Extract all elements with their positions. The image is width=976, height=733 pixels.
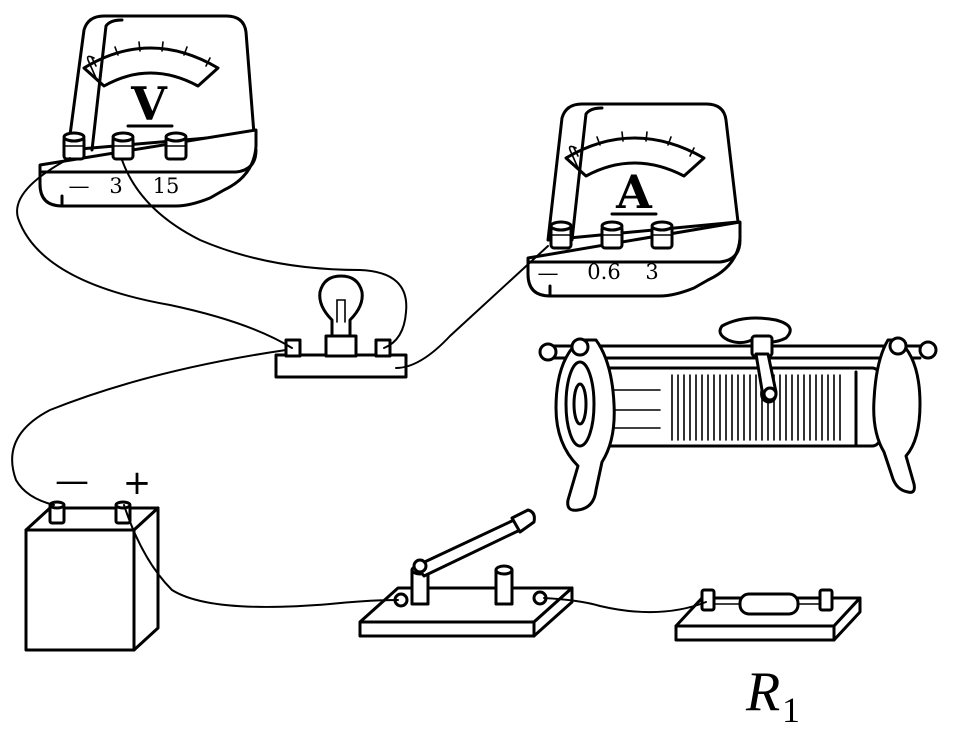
resistor-label: R 1	[745, 661, 800, 730]
battery-positive-sign: +	[123, 463, 152, 503]
voltmeter-dial	[82, 41, 220, 88]
wire-battery-to-switch	[123, 504, 399, 608]
battery: — +	[24, 461, 160, 652]
voltmeter-15v-label: 15	[153, 174, 180, 198]
voltmeter-terminal-15v[interactable]	[164, 131, 188, 161]
resistor-r1: R 1	[674, 588, 862, 730]
ammeter-terminal-negative[interactable]	[549, 220, 573, 250]
knife-switch	[358, 508, 574, 638]
voltmeter-terminal-3v[interactable]	[111, 131, 135, 161]
resistor-label-sub: 1	[782, 690, 800, 730]
ammeter-dial	[564, 131, 706, 178]
ammeter: A — 0.6 3	[526, 102, 742, 298]
bulb-holder	[274, 274, 408, 379]
resistor-terminal-right[interactable]	[818, 588, 834, 612]
rheostat	[538, 316, 938, 512]
resistor-label-main: R	[745, 661, 780, 723]
switch-blade[interactable]	[412, 508, 536, 578]
rheostat-terminal-left[interactable]	[538, 337, 590, 362]
resistor-body	[713, 592, 821, 616]
light-bulb	[318, 274, 364, 338]
voltmeter-3v-label: 3	[109, 174, 122, 198]
ammeter-terminal-0.6a[interactable]	[600, 220, 624, 250]
ammeter-0.6a-label: 0.6	[587, 260, 620, 284]
voltmeter-negative-label: —	[69, 174, 90, 198]
rheostat-left-frame	[554, 338, 616, 512]
wire-voltmeter-negative-to-bulb	[16, 157, 293, 349]
rheostat-slider[interactable]	[718, 316, 792, 404]
rheostat-coil	[671, 374, 841, 441]
wire-voltmeter-3v-to-bulb	[121, 159, 408, 349]
ammeter-terminal-3a[interactable]	[650, 220, 674, 250]
ammeter-needle	[568, 145, 579, 169]
ammeter-symbol: A	[615, 165, 653, 219]
rheostat-terminal-right[interactable]	[888, 336, 938, 360]
wire-bulb-to-ammeter	[395, 245, 549, 369]
battery-terminal-positive[interactable]	[114, 500, 132, 525]
ammeter-negative-label: —	[538, 261, 559, 285]
voltmeter-needle	[86, 55, 97, 79]
rheostat-right-frame	[872, 338, 922, 494]
battery-negative-sign: —	[55, 461, 89, 501]
ammeter-3a-label: 3	[645, 260, 658, 284]
battery-terminal-negative[interactable]	[48, 500, 66, 525]
voltmeter: V — 3 15	[38, 14, 258, 208]
wires	[11, 157, 707, 614]
voltmeter-terminal-negative[interactable]	[62, 131, 86, 161]
wire-switch-to-resistor	[543, 597, 707, 614]
wire-bulb-to-battery	[11, 349, 287, 506]
resistor-terminal-left[interactable]	[700, 588, 716, 612]
voltmeter-symbol: V	[130, 77, 168, 131]
